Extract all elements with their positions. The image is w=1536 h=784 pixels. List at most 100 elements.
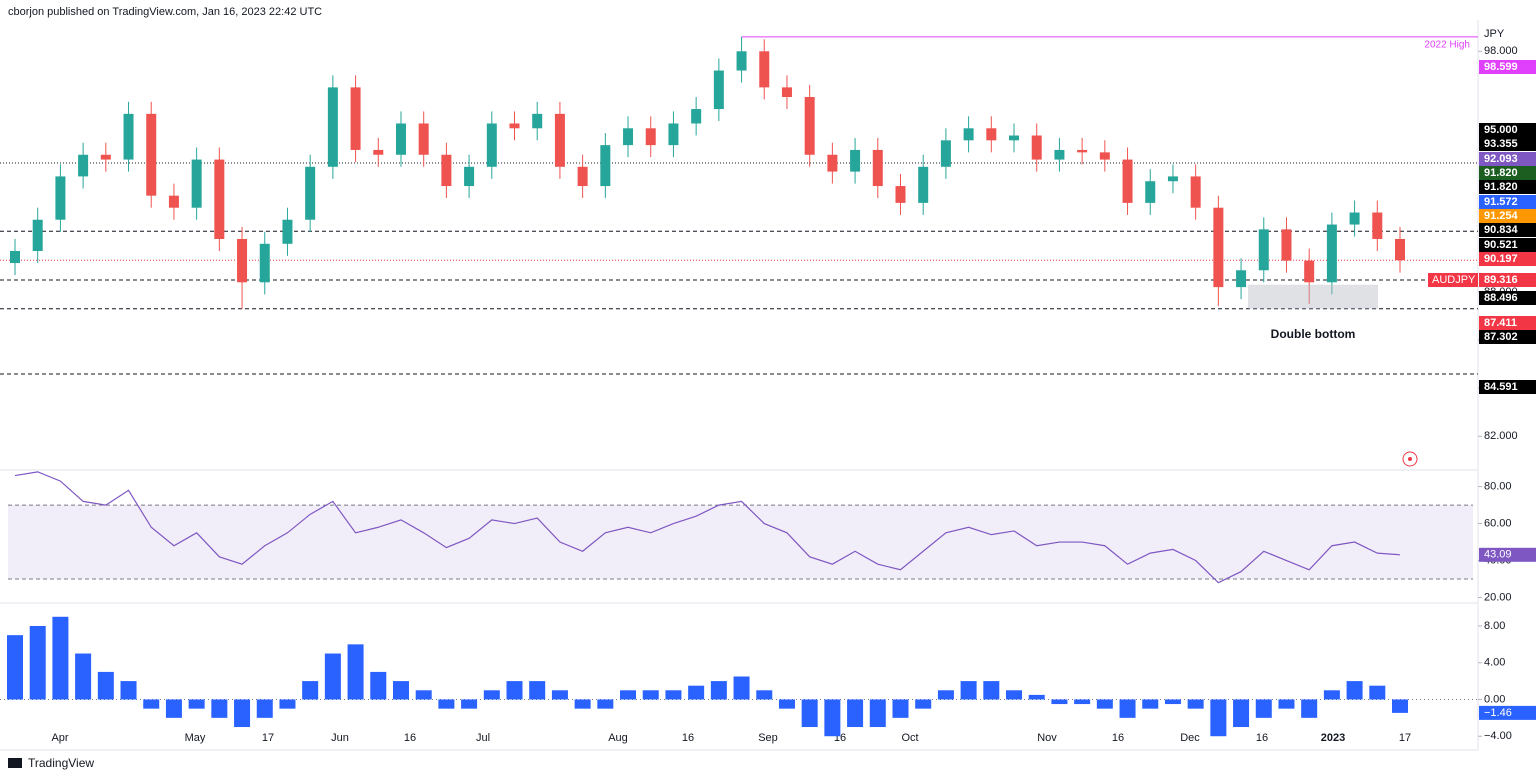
candle-body bbox=[395, 123, 406, 155]
histogram-bar bbox=[1028, 694, 1045, 700]
annotation: 2022 High bbox=[1424, 40, 1470, 51]
histogram-bar bbox=[847, 699, 864, 728]
candle-body bbox=[1077, 149, 1088, 153]
price-label: 84.591 bbox=[1484, 381, 1518, 393]
y-tick-label: 60.00 bbox=[1484, 517, 1512, 529]
candle-body bbox=[963, 128, 974, 141]
y-tick-label: 8.00 bbox=[1484, 620, 1505, 632]
candle-body bbox=[237, 238, 248, 283]
histogram-bar bbox=[1346, 681, 1363, 700]
price-label: 87.302 bbox=[1484, 331, 1518, 343]
y-tick-label: 82.000 bbox=[1484, 430, 1518, 442]
histogram-bar bbox=[279, 699, 296, 709]
histogram-bar bbox=[1301, 699, 1318, 718]
histogram-bar bbox=[1392, 699, 1408, 713]
price-label-box bbox=[1479, 166, 1536, 180]
candle-body bbox=[214, 159, 225, 239]
candle-body bbox=[781, 87, 792, 98]
price-label: 88.496 bbox=[1484, 292, 1518, 304]
candle-body bbox=[759, 51, 770, 88]
histogram-bar bbox=[597, 699, 614, 709]
price-label: 89.316 bbox=[1484, 274, 1518, 286]
y-tick-label: −4.00 bbox=[1484, 730, 1512, 742]
y-tick-label: 80.00 bbox=[1484, 481, 1512, 493]
price-label-box bbox=[1479, 60, 1536, 74]
rsi-value-label: 43.09 bbox=[1484, 549, 1512, 561]
symbol-box bbox=[1428, 273, 1478, 287]
candle-body bbox=[350, 87, 361, 150]
histogram-bar bbox=[165, 699, 182, 718]
rsi-line bbox=[14, 471, 1401, 584]
candle-body bbox=[1122, 159, 1133, 203]
price-label: 90.197 bbox=[1484, 253, 1518, 265]
histogram-bar bbox=[7, 635, 23, 700]
price-label-box bbox=[1479, 152, 1536, 166]
x-tick-label: May bbox=[185, 732, 206, 744]
candle-body bbox=[1190, 176, 1201, 208]
x-tick-label: 17 bbox=[262, 732, 274, 744]
price-label-box bbox=[1479, 123, 1536, 137]
candle-body bbox=[532, 113, 543, 129]
x-tick-label: 16 bbox=[404, 732, 416, 744]
histogram-bar bbox=[1369, 685, 1386, 700]
price-label: 87.411 bbox=[1484, 317, 1517, 329]
price-label-box bbox=[1479, 209, 1536, 223]
candle-body bbox=[418, 123, 429, 155]
x-tick-label: Aug bbox=[608, 732, 628, 744]
candle-body bbox=[441, 154, 452, 187]
histogram-bar bbox=[1119, 699, 1136, 718]
candle-body bbox=[1304, 260, 1315, 283]
candle-body bbox=[736, 51, 747, 71]
price-label: 91.820 bbox=[1484, 181, 1518, 193]
x-tick-label: Dec bbox=[1180, 732, 1200, 744]
candle-body bbox=[1395, 238, 1405, 261]
price-label-box bbox=[1479, 238, 1536, 252]
histogram-bar bbox=[620, 690, 637, 700]
candle-body bbox=[327, 87, 338, 167]
symbol-label: AUDJPY bbox=[1432, 274, 1476, 286]
histogram-bar bbox=[52, 616, 69, 700]
candle-body bbox=[940, 140, 951, 167]
x-tick-label: Oct bbox=[901, 732, 918, 744]
candle-body bbox=[373, 149, 384, 155]
histogram-bar bbox=[778, 699, 795, 709]
histogram-bar bbox=[869, 699, 886, 728]
histogram-bar bbox=[438, 699, 455, 709]
price-label: 93.355 bbox=[1484, 138, 1518, 150]
rsi-value-box bbox=[1479, 547, 1536, 562]
histogram-bar bbox=[347, 644, 364, 700]
x-tick-label: 16 bbox=[1112, 732, 1124, 744]
candle-body bbox=[1054, 149, 1065, 160]
price-label: 90.834 bbox=[1484, 224, 1519, 236]
histogram-bar bbox=[120, 681, 137, 700]
histogram-bar bbox=[756, 690, 773, 700]
y-tick-label: 20.00 bbox=[1484, 591, 1512, 603]
histogram-bar bbox=[551, 690, 568, 700]
x-tick-label: Sep bbox=[758, 732, 778, 744]
price-label-box bbox=[1479, 330, 1536, 344]
price-label-box bbox=[1479, 252, 1536, 266]
candle-body bbox=[168, 195, 179, 208]
price-label: 95.000 bbox=[1484, 124, 1518, 136]
price-label-box bbox=[1479, 291, 1536, 305]
histogram-bar bbox=[665, 690, 682, 700]
candle-body bbox=[1236, 270, 1247, 288]
histogram-bar bbox=[892, 699, 909, 718]
candle-body bbox=[282, 219, 293, 244]
histogram-bar bbox=[188, 699, 205, 709]
price-label-box bbox=[1479, 137, 1536, 151]
icon bbox=[1402, 451, 1418, 467]
histogram-bar bbox=[256, 699, 273, 718]
candle-body bbox=[872, 149, 883, 187]
histogram-bar bbox=[1074, 699, 1091, 705]
macd-value-box bbox=[1479, 705, 1536, 720]
y-tick-label: 4.00 bbox=[1484, 657, 1505, 669]
candle-body bbox=[305, 166, 316, 220]
rsi-band bbox=[8, 505, 1473, 579]
histogram-bar bbox=[710, 681, 727, 700]
candle-body bbox=[55, 176, 66, 220]
histogram-bar bbox=[143, 699, 160, 709]
price-label-box bbox=[1479, 316, 1536, 330]
candle-body bbox=[259, 243, 270, 283]
